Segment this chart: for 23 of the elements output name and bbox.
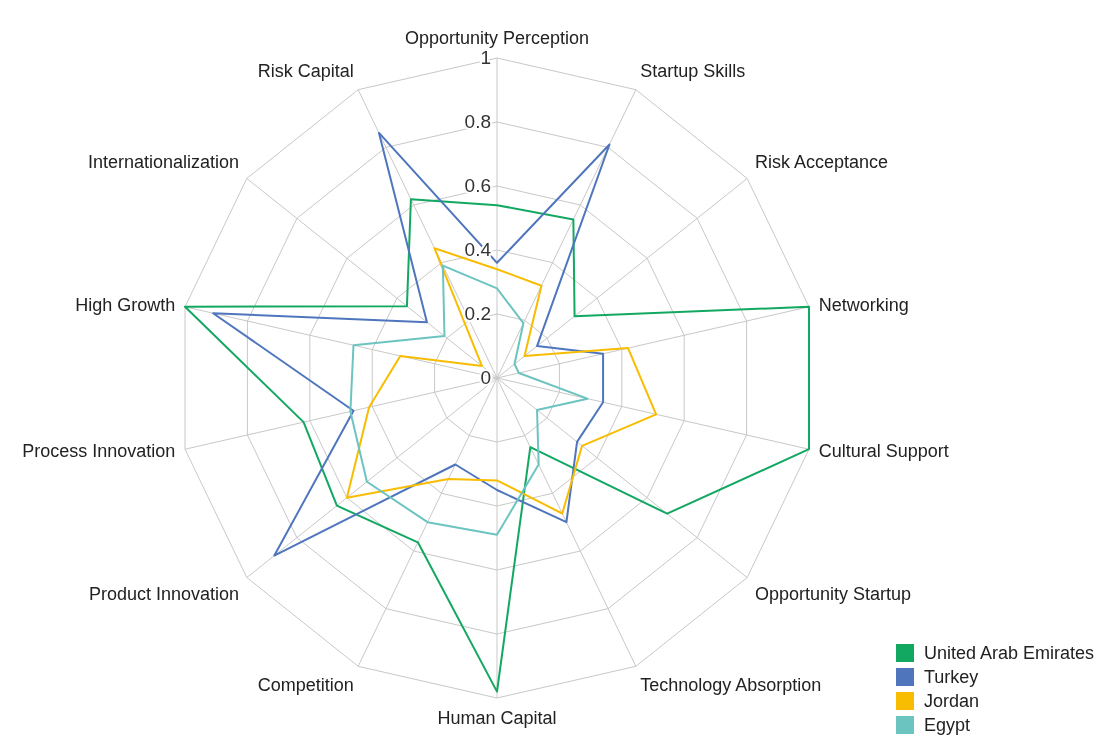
y-tick-label: 0	[480, 367, 491, 388]
spoke-label: Technology Absorption	[640, 675, 822, 696]
spoke-label: Risk Capital	[257, 60, 354, 81]
spoke-label: Internationalization	[87, 152, 239, 173]
legend-label: Turkey	[924, 667, 979, 687]
spoke-label: Risk Acceptance	[755, 152, 889, 173]
legend-label: Jordan	[924, 691, 980, 711]
spoke-label: Cultural Support	[818, 441, 949, 462]
spoke-label: Opportunity Startup	[755, 583, 912, 604]
spoke-label: Process Innovation	[22, 441, 176, 462]
spoke-label: Networking	[818, 294, 909, 315]
spoke-label: Startup Skills	[640, 60, 746, 81]
y-tick-label: 0.6	[464, 175, 491, 196]
legend-label: United Arab Emirates	[924, 643, 1095, 663]
spoke-label: Opportunity Perception	[404, 28, 590, 48]
spoke-label: Human Capital	[437, 708, 557, 728]
y-tick-label: 1	[480, 47, 491, 68]
spoke-label: High Growth	[75, 294, 176, 315]
y-tick-label: 0.8	[464, 111, 491, 132]
legend-label: Egypt	[924, 715, 971, 735]
y-tick-label: 0.2	[464, 303, 491, 324]
spoke-label: Product Innovation	[88, 583, 239, 604]
spoke-label: Competition	[257, 675, 354, 696]
